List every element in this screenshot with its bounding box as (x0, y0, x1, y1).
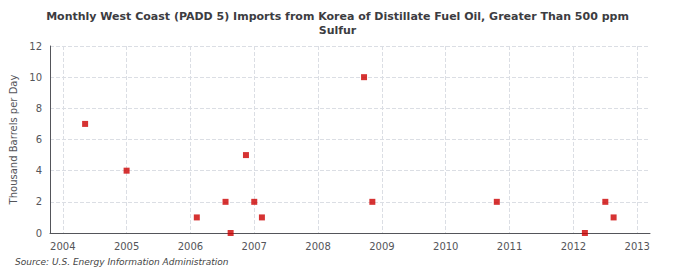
svg-text:2006: 2006 (178, 241, 203, 252)
svg-text:0: 0 (36, 228, 42, 239)
svg-text:10: 10 (29, 72, 42, 83)
svg-text:2: 2 (36, 196, 42, 207)
svg-text:2010: 2010 (433, 241, 458, 252)
svg-text:Thousand Barrels per Day: Thousand Barrels per Day (8, 75, 19, 206)
svg-text:Source: U.S. Energy Informatio: Source: U.S. Energy Information Administ… (15, 257, 229, 267)
svg-text:2009: 2009 (369, 241, 394, 252)
svg-text:Monthly West Coast (PADD 5) Im: Monthly West Coast (PADD 5) Imports from… (46, 10, 629, 23)
svg-text:2007: 2007 (242, 241, 267, 252)
svg-text:2012: 2012 (561, 241, 586, 252)
svg-text:6: 6 (36, 134, 42, 145)
svg-text:12: 12 (29, 41, 42, 52)
svg-text:2008: 2008 (305, 241, 330, 252)
svg-text:2004: 2004 (50, 241, 75, 252)
svg-text:2011: 2011 (497, 241, 522, 252)
svg-text:8: 8 (36, 103, 42, 114)
svg-text:2005: 2005 (114, 241, 139, 252)
svg-text:2013: 2013 (625, 241, 650, 252)
svg-text:4: 4 (36, 165, 42, 176)
svg-text:Sulfur: Sulfur (319, 24, 357, 37)
